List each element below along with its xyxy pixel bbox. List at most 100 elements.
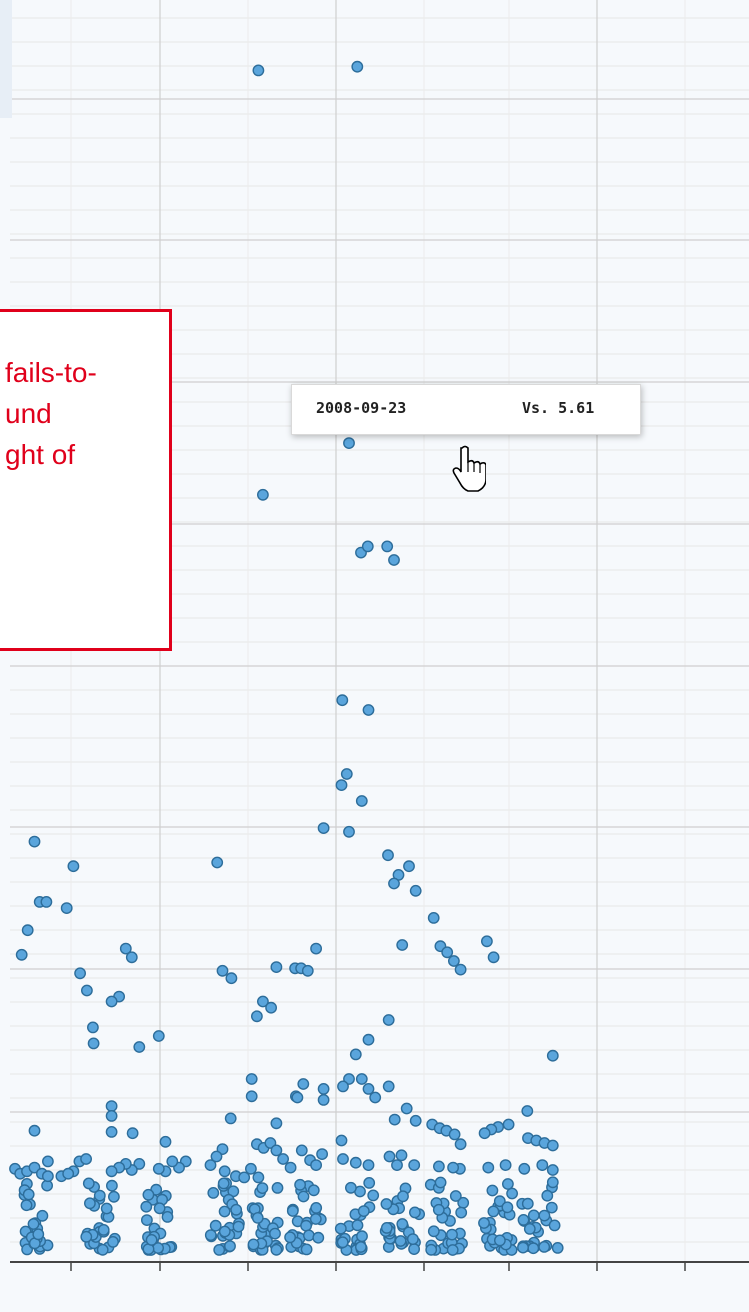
- data-point[interactable]: [363, 1177, 376, 1189]
- data-point[interactable]: [125, 951, 138, 964]
- data-point[interactable]: [204, 1159, 217, 1172]
- data-point[interactable]: [486, 1184, 499, 1197]
- data-point[interactable]: [204, 1229, 217, 1242]
- data-point[interactable]: [538, 1241, 551, 1253]
- data-point[interactable]: [291, 1091, 304, 1104]
- data-point[interactable]: [446, 1244, 459, 1256]
- data-point[interactable]: [340, 768, 353, 780]
- data-point[interactable]: [351, 1219, 364, 1232]
- data-point[interactable]: [93, 1189, 106, 1202]
- data-point[interactable]: [100, 1202, 113, 1215]
- data-point[interactable]: [517, 1214, 530, 1226]
- data-point[interactable]: [343, 825, 355, 838]
- data-point[interactable]: [545, 1201, 558, 1214]
- data-point[interactable]: [252, 1171, 265, 1184]
- data-point[interactable]: [238, 1171, 251, 1184]
- data-point[interactable]: [361, 540, 374, 553]
- data-point[interactable]: [506, 1187, 518, 1200]
- data-point[interactable]: [383, 1150, 396, 1163]
- data-point[interactable]: [335, 779, 348, 791]
- data-point[interactable]: [105, 1165, 118, 1178]
- data-point[interactable]: [166, 1155, 179, 1168]
- data-point[interactable]: [42, 1170, 54, 1183]
- data-point[interactable]: [270, 1117, 283, 1130]
- data-point[interactable]: [270, 1144, 283, 1157]
- data-point[interactable]: [391, 1159, 403, 1172]
- data-point[interactable]: [317, 822, 330, 834]
- data-point[interactable]: [448, 1128, 461, 1141]
- data-point[interactable]: [480, 935, 493, 948]
- data-point[interactable]: [388, 877, 400, 890]
- data-point[interactable]: [362, 704, 375, 716]
- data-point[interactable]: [317, 1094, 330, 1106]
- data-point[interactable]: [521, 1197, 534, 1210]
- data-point[interactable]: [244, 1162, 257, 1175]
- data-point[interactable]: [356, 1230, 368, 1243]
- data-point[interactable]: [517, 1241, 529, 1254]
- data-point[interactable]: [84, 1197, 96, 1210]
- data-point[interactable]: [106, 1179, 118, 1192]
- data-point[interactable]: [224, 1112, 237, 1125]
- data-point[interactable]: [312, 1231, 325, 1244]
- data-point[interactable]: [300, 1219, 312, 1232]
- data-point[interactable]: [96, 1243, 109, 1256]
- data-point[interactable]: [334, 1222, 347, 1235]
- data-point[interactable]: [309, 1213, 322, 1225]
- data-point[interactable]: [527, 1242, 540, 1255]
- data-point[interactable]: [441, 946, 454, 959]
- data-point[interactable]: [427, 1225, 440, 1238]
- data-point[interactable]: [478, 1127, 491, 1140]
- data-point[interactable]: [310, 942, 322, 955]
- data-point[interactable]: [546, 1139, 559, 1152]
- data-point[interactable]: [425, 1243, 438, 1256]
- data-point[interactable]: [487, 951, 500, 964]
- data-point[interactable]: [60, 902, 73, 914]
- data-point[interactable]: [301, 964, 314, 977]
- data-point[interactable]: [74, 967, 87, 980]
- data-point[interactable]: [80, 1153, 93, 1165]
- data-point[interactable]: [294, 1178, 306, 1191]
- data-point[interactable]: [310, 1159, 322, 1172]
- data-points[interactable]: [9, 60, 564, 1256]
- data-point[interactable]: [269, 1227, 281, 1240]
- data-point[interactable]: [382, 849, 394, 862]
- data-point[interactable]: [536, 1159, 549, 1172]
- data-point[interactable]: [211, 856, 224, 869]
- data-point[interactable]: [546, 1049, 559, 1062]
- data-point[interactable]: [337, 1080, 349, 1093]
- data-point[interactable]: [15, 948, 28, 961]
- data-point[interactable]: [454, 1138, 467, 1151]
- data-point[interactable]: [432, 1160, 445, 1173]
- data-point[interactable]: [256, 1182, 269, 1195]
- data-point[interactable]: [250, 1010, 263, 1023]
- data-point[interactable]: [80, 1230, 93, 1243]
- data-point[interactable]: [21, 924, 34, 937]
- data-point[interactable]: [337, 1153, 349, 1165]
- data-point[interactable]: [152, 1162, 165, 1175]
- data-point[interactable]: [27, 1218, 40, 1230]
- data-point[interactable]: [42, 1155, 54, 1168]
- data-point[interactable]: [265, 1001, 277, 1014]
- data-point[interactable]: [232, 1220, 245, 1233]
- data-point[interactable]: [357, 1205, 370, 1218]
- data-point[interactable]: [28, 835, 41, 848]
- data-point[interactable]: [126, 1127, 139, 1140]
- data-point[interactable]: [541, 1189, 554, 1202]
- data-point[interactable]: [140, 1200, 153, 1213]
- data-point[interactable]: [297, 1078, 310, 1090]
- data-point[interactable]: [408, 1206, 421, 1219]
- data-point[interactable]: [523, 1223, 536, 1235]
- data-point[interactable]: [270, 1243, 283, 1256]
- data-point[interactable]: [335, 1134, 348, 1147]
- data-point[interactable]: [159, 1135, 172, 1148]
- data-point[interactable]: [336, 1236, 349, 1249]
- data-point[interactable]: [403, 860, 415, 873]
- data-point[interactable]: [546, 1176, 559, 1189]
- data-point[interactable]: [28, 1124, 41, 1137]
- data-point[interactable]: [446, 1228, 458, 1241]
- data-point[interactable]: [284, 1231, 296, 1244]
- data-point[interactable]: [396, 1218, 409, 1230]
- data-point[interactable]: [271, 1182, 284, 1194]
- data-point[interactable]: [108, 1190, 120, 1203]
- data-point[interactable]: [408, 1243, 420, 1256]
